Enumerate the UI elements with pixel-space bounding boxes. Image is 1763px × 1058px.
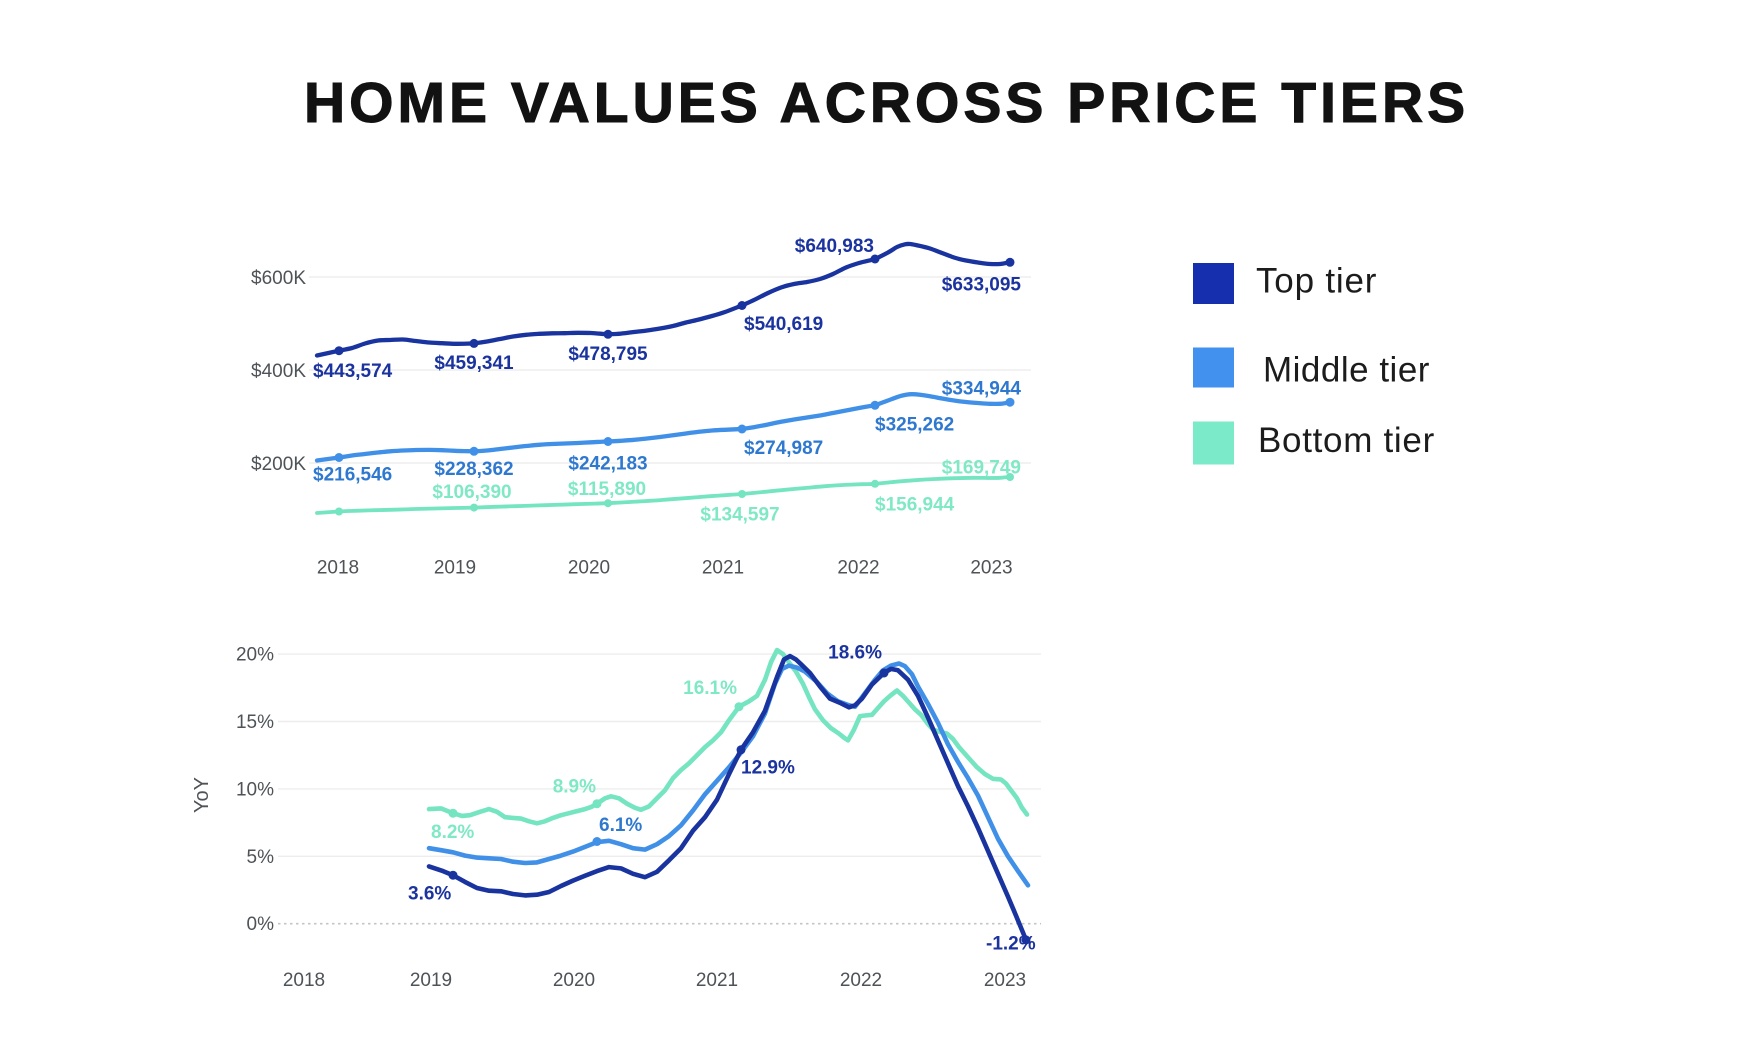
svg-text:$169,749: $169,749 bbox=[942, 458, 1021, 479]
svg-text:Top tier: Top tier bbox=[1256, 262, 1377, 301]
svg-text:2023: 2023 bbox=[984, 970, 1026, 991]
svg-text:$228,362: $228,362 bbox=[434, 459, 513, 480]
svg-text:$400K: $400K bbox=[251, 361, 306, 382]
svg-text:8.9%: 8.9% bbox=[553, 777, 596, 798]
svg-text:2020: 2020 bbox=[568, 558, 610, 579]
svg-text:2019: 2019 bbox=[410, 970, 452, 991]
svg-text:YoY: YoY bbox=[191, 777, 213, 813]
svg-text:12.9%: 12.9% bbox=[741, 758, 795, 779]
svg-text:2020: 2020 bbox=[553, 970, 595, 991]
svg-text:10%: 10% bbox=[236, 779, 274, 800]
svg-text:$216,546: $216,546 bbox=[313, 465, 392, 486]
svg-text:$633,095: $633,095 bbox=[942, 275, 1022, 296]
svg-text:2022: 2022 bbox=[837, 558, 879, 579]
svg-text:18.6%: 18.6% bbox=[828, 643, 882, 664]
svg-text:2018: 2018 bbox=[317, 558, 359, 579]
svg-text:2023: 2023 bbox=[970, 558, 1012, 579]
svg-text:2018: 2018 bbox=[283, 970, 325, 991]
svg-text:$443,574: $443,574 bbox=[313, 361, 393, 382]
svg-text:2022: 2022 bbox=[840, 970, 882, 991]
svg-text:-1.2%: -1.2% bbox=[986, 934, 1036, 955]
svg-text:$134,597: $134,597 bbox=[700, 505, 779, 526]
svg-text:16.1%: 16.1% bbox=[683, 678, 737, 699]
svg-text:$274,987: $274,987 bbox=[744, 438, 823, 459]
svg-text:15%: 15% bbox=[236, 712, 274, 733]
svg-text:Bottom tier: Bottom tier bbox=[1258, 421, 1435, 460]
svg-text:$334,944: $334,944 bbox=[942, 379, 1022, 400]
svg-text:$325,262: $325,262 bbox=[875, 415, 954, 436]
svg-text:5%: 5% bbox=[247, 847, 275, 868]
svg-text:20%: 20% bbox=[236, 645, 274, 666]
svg-text:$106,390: $106,390 bbox=[432, 482, 511, 503]
svg-text:0%: 0% bbox=[247, 914, 275, 935]
svg-text:$115,890: $115,890 bbox=[568, 479, 646, 500]
svg-text:2019: 2019 bbox=[434, 558, 476, 579]
svg-text:$640,983: $640,983 bbox=[795, 236, 874, 257]
svg-text:$242,183: $242,183 bbox=[568, 454, 647, 475]
svg-text:3.6%: 3.6% bbox=[408, 884, 451, 905]
svg-text:$200K: $200K bbox=[251, 454, 306, 475]
svg-text:2021: 2021 bbox=[696, 970, 738, 991]
svg-text:$156,944: $156,944 bbox=[875, 495, 955, 516]
svg-text:6.1%: 6.1% bbox=[599, 815, 642, 836]
svg-text:$478,795: $478,795 bbox=[568, 344, 648, 365]
svg-text:2021: 2021 bbox=[702, 558, 744, 579]
svg-text:HOME VALUES ACROSS PRICE TIERS: HOME VALUES ACROSS PRICE TIERS bbox=[304, 71, 1469, 135]
svg-text:$600K: $600K bbox=[251, 268, 306, 289]
svg-text:$459,341: $459,341 bbox=[434, 353, 514, 374]
svg-text:$540,619: $540,619 bbox=[744, 314, 823, 335]
svg-text:8.2%: 8.2% bbox=[431, 822, 474, 843]
svg-text:Middle tier: Middle tier bbox=[1263, 351, 1430, 390]
